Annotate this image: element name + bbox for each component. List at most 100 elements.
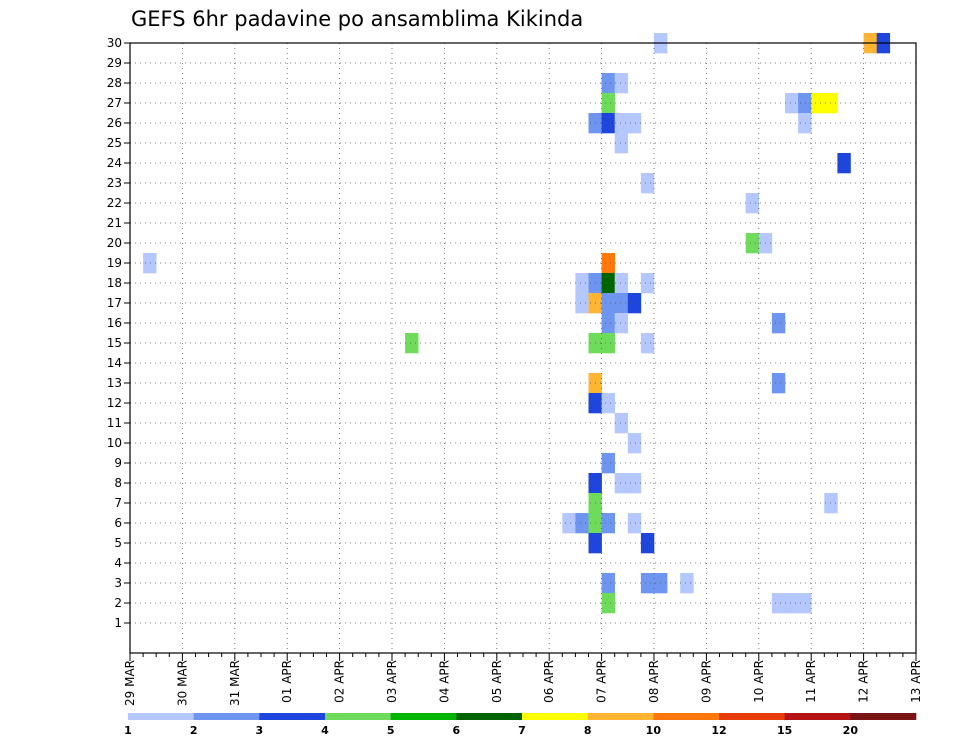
y-tick-label: 16 — [107, 316, 122, 330]
heatmap-cell — [614, 413, 629, 434]
x-tick-label: 09 APR — [699, 660, 713, 703]
colorbar-swatch — [784, 713, 851, 720]
colorbar: 1 2 3 4 5 6 7 8 10 12 15 20 — [124, 713, 917, 737]
y-tick-label: 30 — [107, 36, 122, 50]
y-tick-label: 1 — [114, 616, 122, 630]
y-tick-label: 8 — [114, 476, 122, 490]
colorbar-label: 8 — [584, 724, 592, 737]
heatmap-cell — [575, 513, 589, 534]
heatmap-cell — [837, 153, 851, 174]
heatmap-cell — [601, 573, 615, 594]
heatmap-cell — [614, 133, 629, 154]
heatmap-cell — [601, 113, 615, 134]
heatmap-cell — [785, 93, 799, 114]
heatmap-cell — [601, 513, 615, 534]
colorbar-swatch — [128, 713, 194, 720]
x-tick-label: 01 APR — [280, 660, 294, 703]
x-tick-label: 06 APR — [542, 660, 556, 703]
heatmap-cell — [601, 73, 615, 94]
y-tick-label: 26 — [107, 116, 122, 130]
x-tick-label: 30 MAR — [175, 660, 189, 706]
colorbar-label: 7 — [518, 724, 526, 737]
heatmap-cell — [614, 273, 629, 294]
heatmap-cell — [627, 513, 642, 534]
colorbar-label: 6 — [453, 724, 461, 737]
colorbar-swatch — [259, 713, 326, 720]
x-tick-label: 04 APR — [437, 660, 451, 703]
colorbar-label: 4 — [321, 724, 329, 737]
colorbar-swatch — [390, 713, 457, 720]
x-tick-label: 03 APR — [385, 660, 399, 703]
y-tick-label: 2 — [114, 596, 122, 610]
colorbar-label: 15 — [777, 724, 792, 737]
x-tick-label: 08 APR — [647, 660, 661, 703]
colorbar-label: 12 — [711, 724, 726, 737]
x-tick-label: 05 APR — [490, 660, 504, 703]
heatmap-cell — [680, 573, 694, 594]
y-tick-label: 4 — [114, 556, 122, 570]
heatmap-cell — [771, 313, 786, 334]
colorbar-swatch — [522, 713, 588, 720]
heatmap-cell — [771, 593, 786, 614]
y-tick-label: 5 — [114, 536, 122, 550]
heatmap-cell — [640, 333, 655, 354]
heatmap-cell — [562, 513, 576, 534]
heatmap-cell — [601, 393, 615, 414]
chart-title: GEFS 6hr padavine po ansamblima Kikinda — [131, 7, 583, 31]
heatmap-cell — [627, 293, 642, 314]
heatmap-cell — [798, 93, 812, 114]
heatmap-cell — [143, 253, 157, 274]
y-tick-label: 14 — [107, 356, 122, 370]
x-tick-label: 13 APR — [909, 660, 923, 703]
y-tick-label: 6 — [114, 516, 122, 530]
y-tick-label: 15 — [107, 336, 122, 350]
heatmap-cell — [811, 93, 825, 114]
y-tick-label: 21 — [107, 216, 122, 230]
colorbar-label: 10 — [646, 724, 662, 737]
y-tick-label: 23 — [107, 176, 122, 190]
colorbar-label: 20 — [843, 724, 859, 737]
colorbar-swatch — [850, 713, 917, 720]
colorbar-label: 2 — [190, 724, 198, 737]
heatmap-cell — [601, 93, 615, 114]
heatmap-cell — [601, 593, 615, 614]
heatmap-cell — [575, 273, 589, 294]
colorbar-label: 5 — [387, 724, 395, 737]
x-tick-label: 10 APR — [752, 660, 766, 703]
colorbar-swatch — [456, 713, 523, 720]
colorbar-swatch — [193, 713, 260, 720]
heatmap-cell — [601, 293, 615, 314]
heatmap-cell — [640, 273, 655, 294]
y-axis: 1234567891011121314151617181920212223242… — [107, 36, 130, 630]
heatmap-cell — [614, 313, 629, 334]
heatmap-cell — [575, 293, 589, 314]
heatmap-cell — [640, 533, 655, 554]
y-tick-label: 7 — [114, 496, 122, 510]
plot-frame — [129, 42, 917, 654]
heatmap-cell — [627, 433, 642, 454]
colorbar-swatch — [719, 713, 785, 720]
x-axis: 29 MAR 30 MAR 31 MAR 01 APR 02 APR 03 APR 04 A… — [123, 653, 923, 706]
heatmap-cell — [798, 593, 812, 614]
grid-layer — [130, 42, 916, 653]
x-tick-label: 07 APR — [595, 660, 609, 703]
heatmap-cell — [601, 453, 615, 474]
heatmap-cell — [614, 293, 629, 314]
y-tick-label: 20 — [107, 236, 122, 250]
heatmap-cell — [785, 593, 799, 614]
heatmap-cell — [745, 193, 760, 214]
heatmap-cell — [601, 313, 615, 334]
y-tick-label: 12 — [107, 396, 122, 410]
heatmap-cell — [627, 473, 642, 494]
colorbar-label: 1 — [124, 724, 132, 737]
y-tick-label: 9 — [114, 456, 122, 470]
colorbar-swatch — [587, 713, 654, 720]
heatmap-cell — [614, 73, 629, 94]
heatmap-cell — [601, 273, 615, 294]
y-tick-label: 29 — [107, 56, 122, 70]
heatmap-cell — [745, 233, 760, 254]
x-tick-label: 11 APR — [804, 660, 818, 703]
y-tick-label: 17 — [107, 296, 122, 310]
y-tick-label: 22 — [107, 196, 122, 210]
